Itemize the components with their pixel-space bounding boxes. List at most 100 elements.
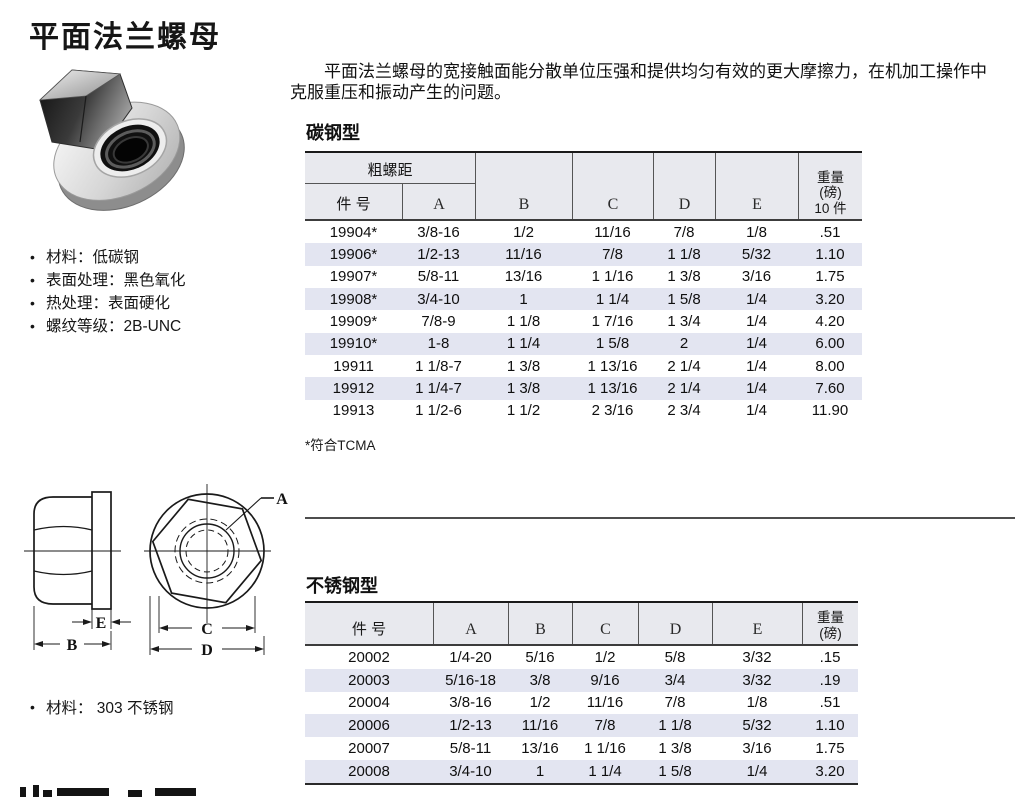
table-cell: 3/8-16 <box>417 223 460 241</box>
list-item: • 热处理：表面硬化 <box>30 292 186 315</box>
carbon-steel-table: 粗螺距 件 号 A B C D E 重量 (磅) 10 件 19904* 3/8-… <box>305 151 862 422</box>
table-cell: 7/8 <box>664 694 686 712</box>
table-cell: 1 13/16 <box>587 357 638 375</box>
table-cell: 3/8 <box>529 671 551 689</box>
table-cell: 1/4 <box>746 290 767 308</box>
column-header-a: A <box>433 603 508 644</box>
table-row: 19908* 3/4-10 1 1 1/4 1 5/8 1/4 3.20 <box>305 288 862 311</box>
table-cell: 1/4 <box>746 762 768 780</box>
table-footnote: *符合TCMA <box>305 438 376 453</box>
table-cell: 19906* <box>329 246 378 264</box>
header-group-coarse-thread: 粗螺距 件 号 A <box>305 153 475 219</box>
table-cell: 1 1/8 <box>667 246 701 264</box>
dim-label-c: C <box>201 621 213 638</box>
table-cell: 2 <box>679 335 689 353</box>
table-cell: 19907* <box>329 268 378 286</box>
table-row: 19907* 5/8-11 13/16 1 1/16 1 3/8 3/16 1.75 <box>305 266 862 288</box>
table-cell: 1 13/16 <box>587 380 638 398</box>
column-header-b: B <box>475 153 572 219</box>
table-row: 19912 1 1/4-7 1 3/8 1 13/16 2 1/4 1/4 7.60 <box>305 377 862 400</box>
table-cell: 1 1/4 <box>506 335 541 353</box>
stainless-steel-table: 件 号 A B C D E 重量 (磅) 20002 1/4-20 5/16 1/2 5… <box>305 601 858 785</box>
table-cell: 11/16 <box>505 246 542 264</box>
table-cell: 1 1/4 <box>595 290 630 308</box>
table-cell: 2 1/4 <box>667 380 701 398</box>
table-cell: 3/4 <box>664 671 686 689</box>
table-row: 20003 5/16-18 3/8 9/16 3/4 3/32 .19 <box>305 668 858 692</box>
table-cell: 5/16 <box>525 648 555 666</box>
table-cell: 20002 <box>348 648 390 666</box>
table-row: 20004 3/8-16 1/2 11/16 7/8 1/8 .51 <box>305 692 858 715</box>
table-cell: 1/4-20 <box>449 648 492 666</box>
table-cell: .51 <box>819 223 841 241</box>
table-header: 粗螺距 件 号 A B C D E 重量 (磅) 10 件 <box>305 151 862 221</box>
table-cell: .19 <box>819 671 841 689</box>
table-cell: 11.90 <box>811 402 849 420</box>
table-cell: 1 7/16 <box>591 313 634 331</box>
spec-text: 材料： 303 不锈钢 <box>46 700 174 717</box>
table-cell: 20003 <box>348 671 390 689</box>
table-row: 20002 1/4-20 5/16 1/2 5/8 3/32 .15 <box>305 646 858 669</box>
table-cell: 1/4 <box>746 335 767 353</box>
column-header-e: E <box>712 603 802 644</box>
table-cell: 5/32 <box>741 246 772 264</box>
table-cell: 7.60 <box>815 380 845 398</box>
table-cell: 7/8-9 <box>421 313 456 331</box>
table-cell: 1/2-13 <box>417 246 460 264</box>
table-cell: 5/8 <box>664 648 686 666</box>
column-header-c: C <box>572 603 638 644</box>
table-cell: 1/4 <box>746 357 767 375</box>
table-cell: 1/2 <box>529 694 551 712</box>
table-cell: 3/4-10 <box>449 762 492 780</box>
table-cell: 1/2 <box>513 223 534 241</box>
table-cell: 19911 <box>333 357 374 375</box>
table-cell: 3/32 <box>742 671 772 689</box>
product-description: 平面法兰螺母的宽接触面能分散单位压强和提供均匀有效的更大摩擦力，在机加工操作中 … <box>290 61 1018 103</box>
spec-text: 螺纹等级：2B-UNC <box>46 318 182 335</box>
table-cell: 1-8 <box>427 335 450 353</box>
table-body: 20002 1/4-20 5/16 1/2 5/8 3/32 .15 20003 5/16-18… <box>305 646 858 785</box>
table-cell: 19912 <box>332 380 375 398</box>
weight-header-line: 10 件 <box>814 200 847 216</box>
product-photo <box>38 69 185 211</box>
section-divider <box>305 517 1015 519</box>
table-cell: 3/32 <box>742 648 772 666</box>
table-cell: 1 1/2 <box>506 402 541 420</box>
table-cell: 1/4 <box>746 380 767 398</box>
table-row: 19909* 7/8-9 1 1/8 1 7/16 1 3/4 1/4 4.20 <box>305 310 862 332</box>
table-cell: 1 <box>535 762 545 780</box>
spec-text: 热处理：表面硬化 <box>46 295 171 312</box>
table-cell: 1/8 <box>746 223 767 241</box>
dimension-drawing: A B E C D <box>24 484 288 659</box>
table-cell: 11/16 <box>521 717 559 735</box>
table-cell: 3/8-16 <box>449 694 492 712</box>
spec-text: 表面处理：黑色氧化 <box>46 272 186 289</box>
table-cell: .15 <box>819 648 841 666</box>
table-cell: 8.00 <box>815 357 845 375</box>
table-cell: 7/8 <box>673 223 695 241</box>
table-cell: 19904* <box>329 223 378 241</box>
table-cell: 4.20 <box>815 313 845 331</box>
column-header-weight: 重量 (磅) <box>802 603 858 644</box>
column-header-weight: 重量 (磅) 10 件 <box>798 153 862 219</box>
section-title-carbon: 碳钢型 <box>306 123 360 143</box>
table-cell: 2 3/4 <box>667 402 701 420</box>
column-header-a: A <box>402 184 475 219</box>
table-cell: 1 5/8 <box>667 290 701 308</box>
spec-text: 材料：低碳钢 <box>46 249 140 266</box>
table-row: 20006 1/2-13 11/16 7/8 1 1/8 5/32 1.10 <box>305 714 858 738</box>
table-cell: 20008 <box>348 762 390 780</box>
weight-header-line: 重量 <box>817 610 844 625</box>
table-row: 20007 5/8-11 13/16 1 1/16 1 3/8 3/16 1.75 <box>305 737 858 760</box>
table-cell: 1 1/16 <box>591 268 634 286</box>
table-cell: 13/16 <box>521 740 559 758</box>
weight-header-line: (磅) <box>819 185 842 200</box>
table-cell: 5/16-18 <box>445 671 496 689</box>
description-line: 平面法兰螺母的宽接触面能分散单位压强和提供均匀有效的更大摩擦力，在机加工操作中 <box>324 62 987 81</box>
table-cell: 13/16 <box>504 268 543 286</box>
table-body: 19904* 3/8-16 1/2 11/16 7/8 1/8 .51 19906* 1/2-1… <box>305 221 862 422</box>
bullet-icon: • <box>30 249 35 265</box>
table-cell: 3.20 <box>815 290 845 308</box>
table-cell: 1/2 <box>594 648 616 666</box>
table-cell: 11/16 <box>586 694 624 712</box>
